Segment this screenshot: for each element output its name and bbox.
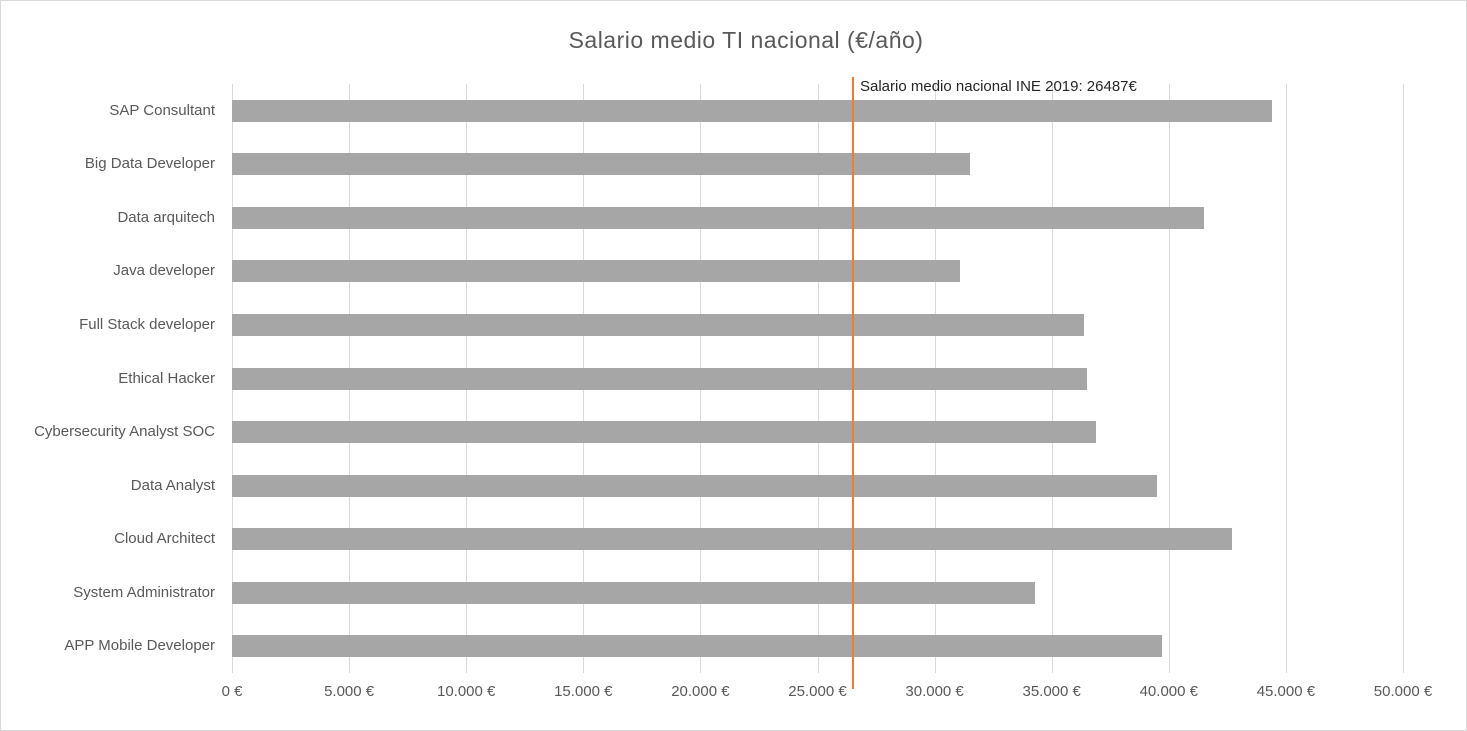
y-label-big-data-developer: Big Data Developer (84, 155, 215, 172)
bar-app-mobile-developer (232, 635, 1162, 657)
bar-data-arquitech (232, 207, 1204, 229)
x-tick-label: 50.000 € (1373, 683, 1433, 700)
bar-sap-consultant (232, 100, 1272, 122)
y-label-full-stack-developer: Full Stack developer (79, 316, 215, 333)
bar-big-data-developer (232, 153, 970, 175)
chart-title: Salario medio TI nacional (€/año) (568, 27, 924, 53)
x-tick-label: 20.000 € (671, 683, 730, 700)
x-tick-label: 25.000 € (788, 683, 847, 700)
y-label-system-administrator: System Administrator (73, 584, 215, 601)
x-tick-label: 15.000 € (554, 683, 613, 700)
y-label-java-developer: Java developer (113, 262, 215, 279)
gridline-45.000€ (1286, 84, 1287, 673)
plot-area (232, 84, 1404, 673)
bar-java-developer (232, 260, 960, 282)
x-tick-label: 35.000 € (1022, 683, 1081, 700)
bar-cloud-architect (232, 528, 1232, 550)
gridline-50.000€ (1403, 84, 1404, 673)
y-label-data-arquitech: Data arquitech (117, 209, 215, 226)
x-tick-label: 0 € (221, 683, 243, 700)
bar-ethical-hacker (232, 368, 1087, 390)
y-label-cloud-architect: Cloud Architect (114, 530, 215, 547)
x-tick-label: 5.000 € (324, 683, 375, 700)
reference-line-label: Salario medio nacional INE 2019: 26487€ (860, 78, 1137, 95)
bar-system-administrator (232, 582, 1035, 604)
x-tick-label: 40.000 € (1139, 683, 1198, 700)
x-tick-label: 10.000 € (436, 683, 496, 700)
x-tick-label: 45.000 € (1256, 683, 1316, 700)
gridline-40.000€ (1169, 84, 1170, 673)
y-label-app-mobile-developer: APP Mobile Developer (64, 637, 215, 654)
y-label-data-analyst: Data Analyst (130, 477, 215, 494)
reference-line (852, 77, 854, 689)
y-label-sap-consultant: SAP Consultant (109, 102, 215, 119)
bar-full-stack-developer (232, 314, 1084, 336)
y-label-cybersecurity-analyst-soc: Cybersecurity Analyst SOC (34, 423, 215, 440)
bar-cybersecurity-analyst-soc (232, 421, 1096, 443)
x-tick-label: 30.000 € (905, 683, 964, 700)
y-label-ethical-hacker: Ethical Hacker (118, 370, 215, 387)
bar-data-analyst (232, 475, 1157, 497)
